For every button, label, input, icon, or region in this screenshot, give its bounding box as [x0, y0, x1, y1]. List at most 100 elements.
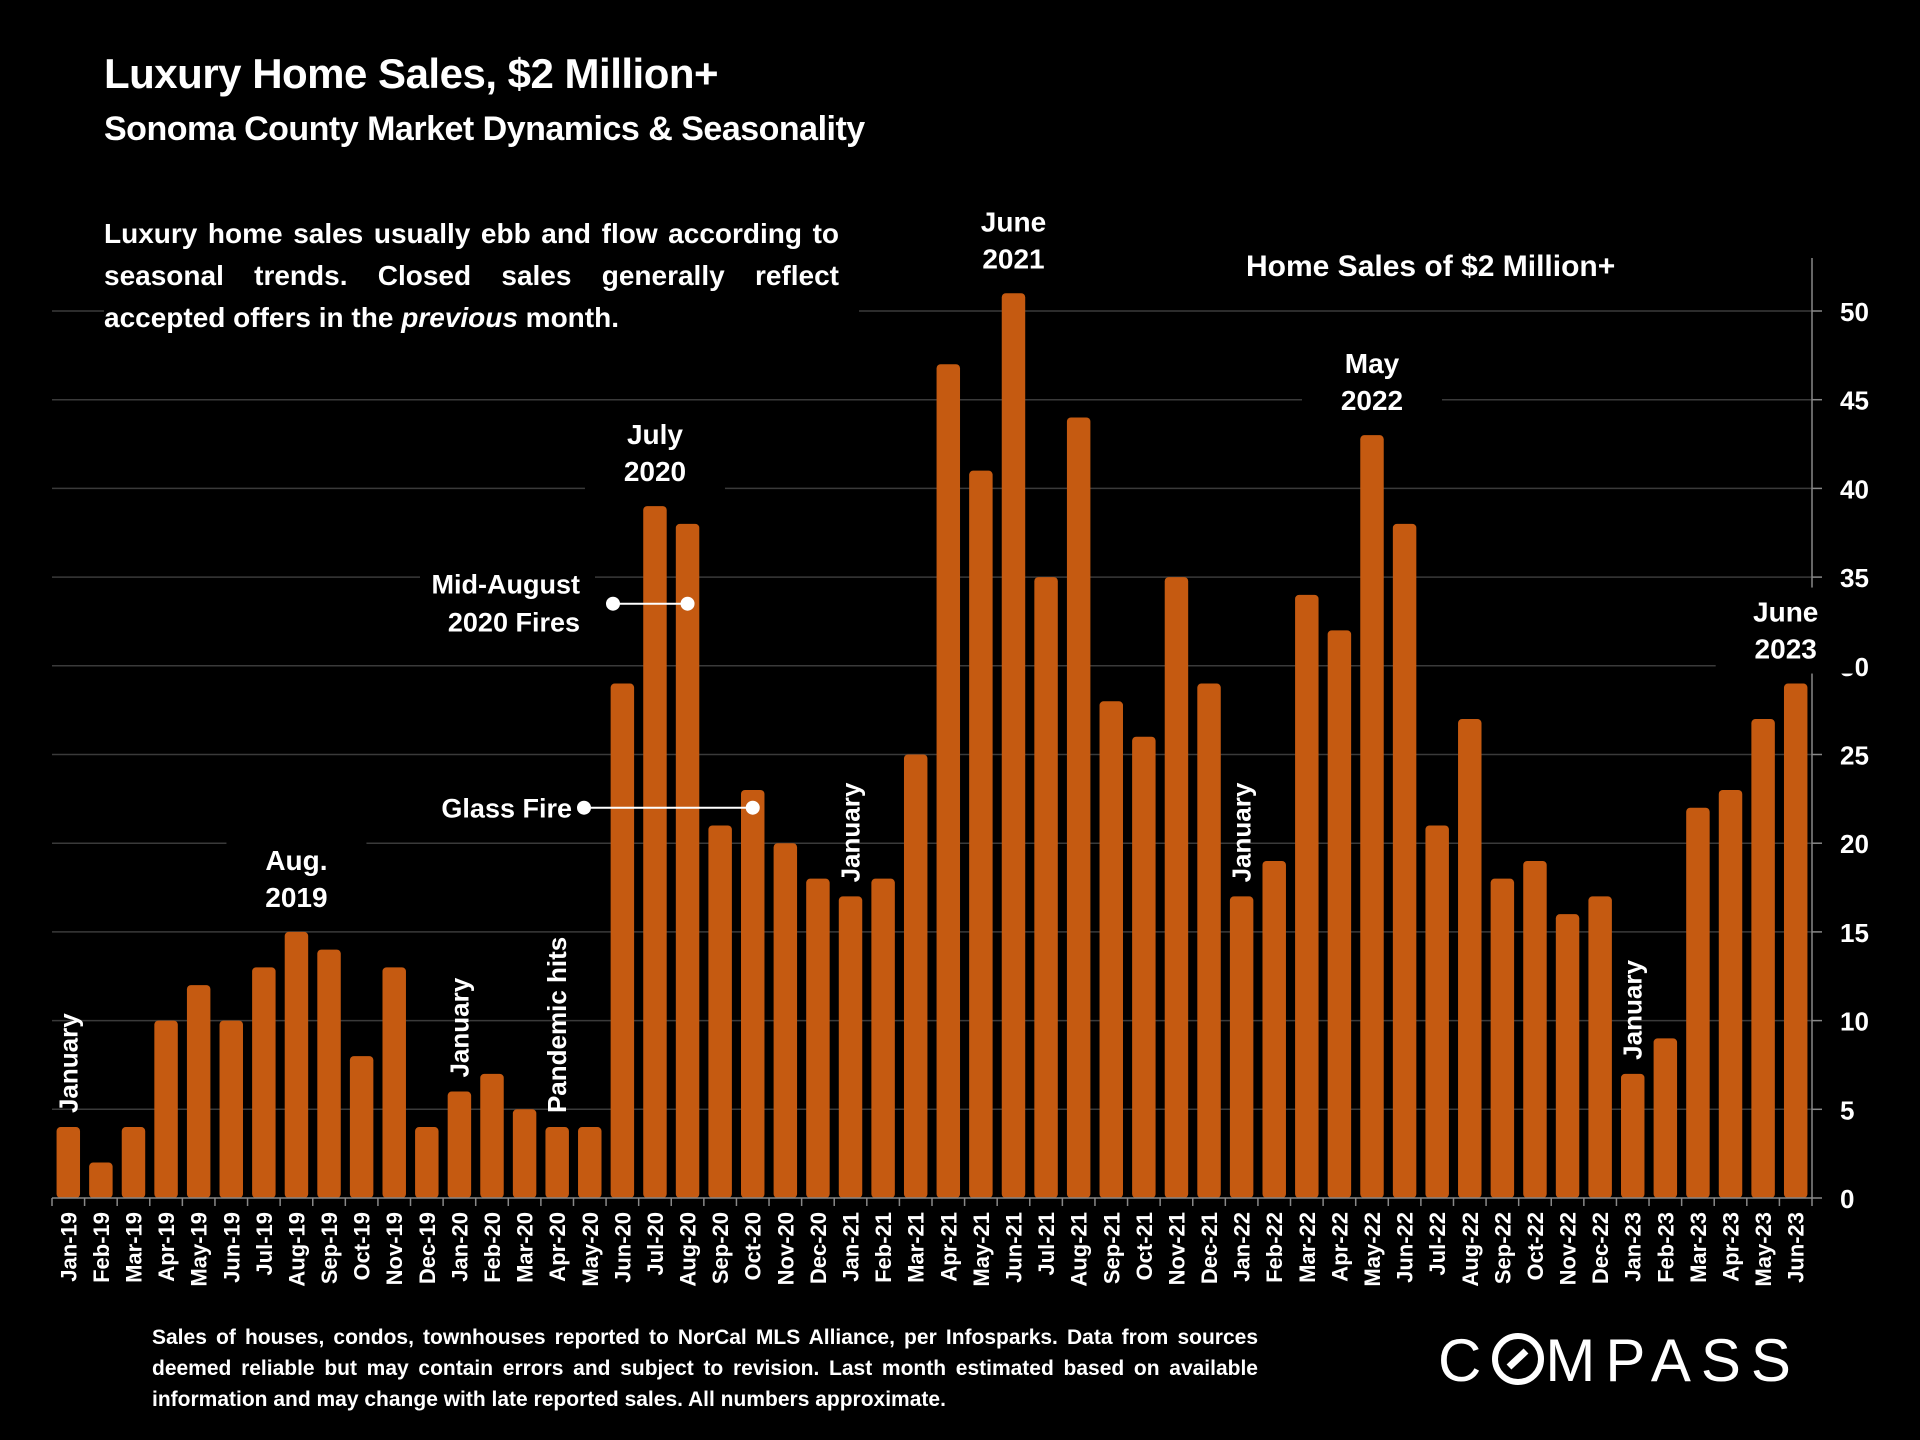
- y-tick-label: 0: [1840, 1184, 1854, 1214]
- callout-dot: [680, 596, 695, 611]
- bar-mar-20: [512, 1109, 537, 1198]
- y-tick-label: 50: [1840, 297, 1869, 327]
- x-tick-label: Jun-22: [1393, 1212, 1418, 1283]
- compass-logo: C MPASS: [1438, 1326, 1801, 1395]
- bar-jan-20: [447, 1091, 472, 1198]
- bar-mar-22: [1295, 594, 1319, 1198]
- y-tick-label: 20: [1840, 829, 1869, 859]
- y-tick-label: 10: [1840, 1007, 1869, 1037]
- x-tick-label: Jul-19: [252, 1212, 277, 1276]
- x-tick-label: Dec-20: [806, 1212, 831, 1284]
- x-tick-label: May-22: [1360, 1212, 1385, 1287]
- x-tick-label: May-21: [969, 1212, 994, 1287]
- x-tick-label: Nov-20: [773, 1212, 798, 1285]
- y-tick-label: 25: [1840, 741, 1869, 771]
- callout-label: Glass Fire: [441, 794, 572, 824]
- x-tick-label: May-20: [578, 1212, 603, 1287]
- annotation-label: 2023: [1755, 634, 1817, 665]
- bar-jun-20: [610, 683, 635, 1198]
- x-tick-label: Jun-23: [1784, 1212, 1809, 1283]
- annotation-mask: [1302, 339, 1442, 426]
- bar-feb-21: [871, 878, 895, 1198]
- intro-part1: Luxury home sales usually ebb and flow a…: [104, 218, 839, 333]
- logo-prefix: C: [1438, 1327, 1492, 1394]
- annotation-label: June: [981, 206, 1046, 237]
- x-tick-label: Feb-19: [89, 1212, 114, 1283]
- bar-oct-21: [1132, 736, 1156, 1198]
- bar-may-23: [1751, 719, 1775, 1198]
- bar-may-21: [969, 470, 993, 1198]
- bar-sep-20: [708, 825, 732, 1198]
- x-tick-label: Sep-20: [708, 1212, 733, 1284]
- x-tick-label: Jun-21: [1001, 1212, 1026, 1283]
- annotation-label: Aug.: [265, 845, 327, 876]
- x-tick-label: Jan-19: [56, 1212, 81, 1282]
- bar-aug-19: [284, 931, 309, 1198]
- x-tick-label: Apr-22: [1327, 1212, 1352, 1282]
- callout-mask: [420, 555, 595, 651]
- bar-jul-22: [1425, 825, 1449, 1198]
- bar-jun-19: [219, 1020, 243, 1198]
- callout-dot: [577, 800, 591, 815]
- bar-apr-21: [936, 364, 961, 1199]
- x-tick-label: Mar-22: [1295, 1212, 1320, 1283]
- x-tick-label: Mar-19: [121, 1212, 146, 1283]
- x-tick-label: Sep-21: [1099, 1212, 1124, 1284]
- bar-feb-20: [480, 1073, 504, 1198]
- x-tick-label: Nov-21: [1164, 1212, 1189, 1285]
- bar-nov-20: [773, 843, 798, 1198]
- annotation-label: January: [1618, 960, 1648, 1060]
- bar-aug-20: [675, 523, 700, 1198]
- bar-dec-22: [1588, 896, 1612, 1198]
- intro-emphasis: previous: [401, 302, 518, 333]
- bar-jul-20: [643, 506, 667, 1198]
- intro-part2: month.: [517, 302, 619, 333]
- annotation-label: Pandemic hits: [542, 937, 572, 1113]
- bar-oct-20: [741, 789, 765, 1198]
- x-tick-label: May-23: [1751, 1212, 1776, 1287]
- bar-feb-19: [89, 1162, 113, 1198]
- bar-may-20: [578, 1127, 602, 1198]
- x-tick-label: Feb-22: [1262, 1212, 1287, 1283]
- x-tick-label: Jan-20: [447, 1212, 472, 1282]
- x-tick-label: Nov-19: [382, 1212, 407, 1285]
- x-tick-label: Apr-23: [1719, 1212, 1744, 1282]
- x-tick-label: Aug-21: [1067, 1212, 1092, 1287]
- x-tick-label: Nov-22: [1556, 1212, 1581, 1285]
- x-tick-label: Feb-20: [480, 1212, 505, 1283]
- bar-may-22: [1360, 435, 1384, 1198]
- bar-sep-21: [1099, 701, 1123, 1198]
- annotation-mask: [1715, 587, 1856, 674]
- bar-sep-19: [317, 949, 341, 1198]
- bar-aug-22: [1458, 719, 1482, 1198]
- bar-mar-19: [121, 1127, 146, 1198]
- annotation-mask: [943, 197, 1084, 284]
- x-tick-label: Jul-22: [1425, 1212, 1450, 1276]
- x-tick-label: Jul-21: [1034, 1212, 1059, 1276]
- chart-subtitle: Sonoma County Market Dynamics & Seasonal…: [104, 110, 865, 148]
- x-tick-label: Feb-21: [871, 1212, 896, 1283]
- bar-jan-22: [1229, 896, 1254, 1198]
- bar-jun-23: [1783, 683, 1808, 1198]
- annotation-label: January: [836, 782, 866, 882]
- x-tick-label: May-19: [187, 1212, 212, 1287]
- compass-o-icon: [1491, 1326, 1545, 1395]
- callout-dot: [606, 596, 620, 611]
- bar-sep-22: [1490, 878, 1515, 1198]
- x-tick-label: Feb-23: [1653, 1212, 1678, 1283]
- annotation-label: 2019: [265, 882, 327, 913]
- annotations: January Aug. 2019 January Pandemic hits July 2…: [53, 197, 1856, 1113]
- bar-jan-23: [1621, 1073, 1645, 1198]
- source-footnote: Sales of houses, condos, townhouses repo…: [152, 1326, 1258, 1411]
- annotation-label: 2021: [982, 243, 1044, 274]
- bar-feb-23: [1653, 1038, 1678, 1198]
- bar-jun-21: [1001, 293, 1026, 1198]
- x-tick-label: Apr-19: [154, 1212, 179, 1282]
- logo-suffix: MPASS: [1545, 1327, 1801, 1394]
- x-tick-label: Mar-23: [1686, 1212, 1711, 1283]
- bar-mar-23: [1686, 807, 1710, 1198]
- bar-dec-20: [806, 878, 830, 1198]
- bar-jan-21: [838, 896, 863, 1198]
- x-tick-label: Oct-19: [350, 1212, 375, 1280]
- x-tick-label: Aug-20: [676, 1212, 701, 1287]
